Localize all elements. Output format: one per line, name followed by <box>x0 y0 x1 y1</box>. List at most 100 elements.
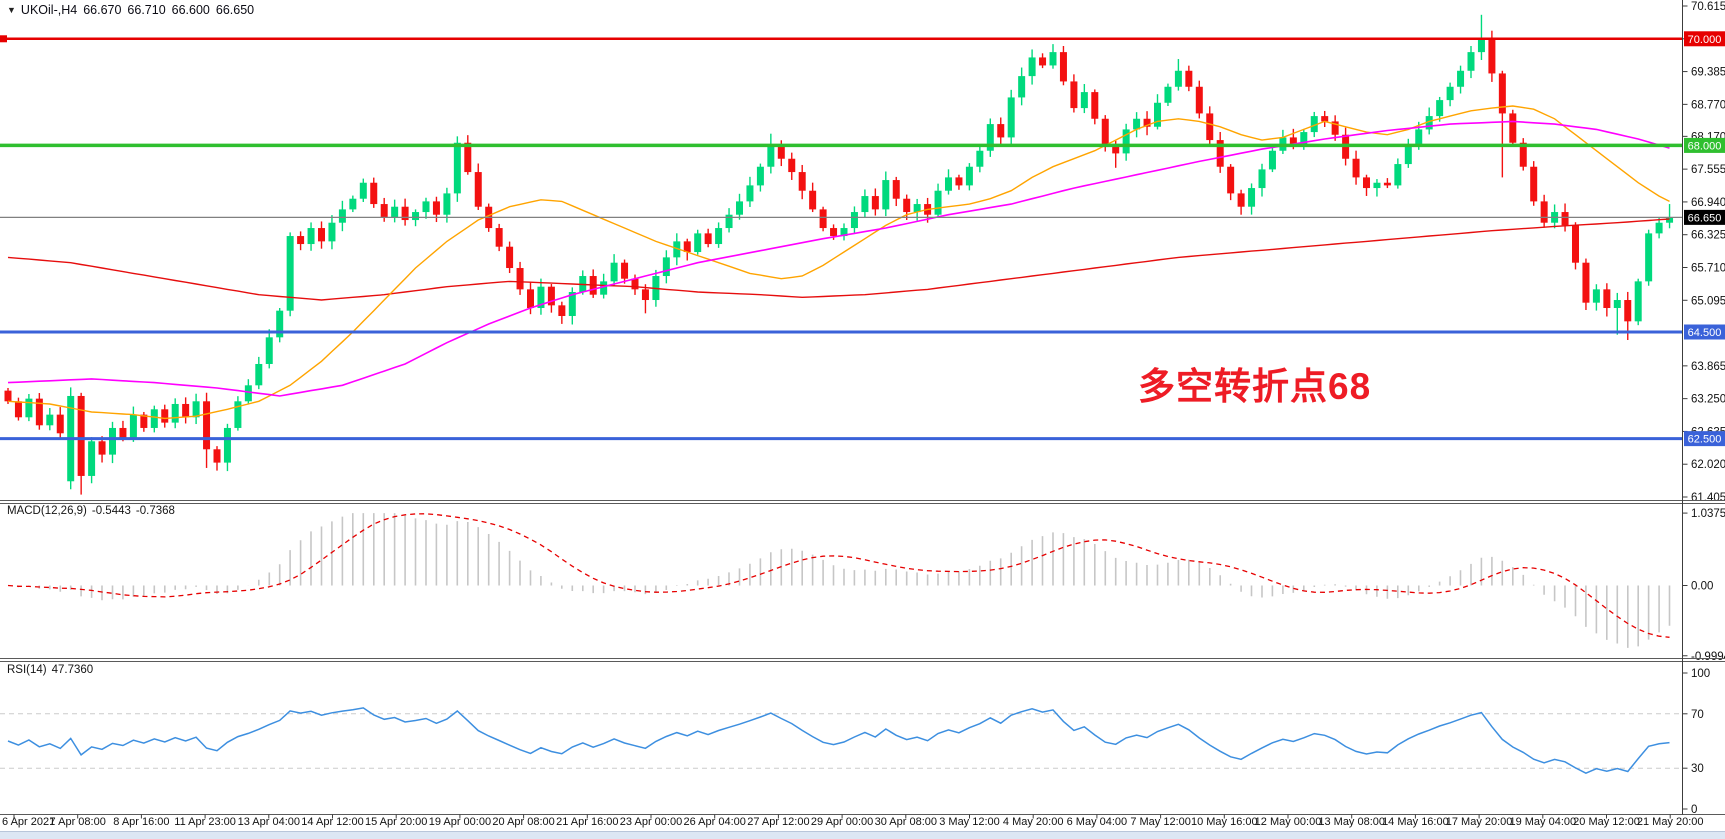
candle-body <box>1561 212 1569 226</box>
time-axis-label: 4 May 20:00 <box>1002 816 1064 828</box>
candle-body <box>297 236 305 245</box>
candle-body <box>1143 118 1151 127</box>
candle-body <box>1028 57 1036 77</box>
candle-body <box>861 196 869 213</box>
candle-body <box>1655 222 1663 234</box>
axis-tick-label: -0.9994 <box>1691 651 1725 663</box>
candle-body <box>1436 100 1444 117</box>
quote-open: 66.670 <box>83 3 122 17</box>
candle-body <box>286 236 294 311</box>
candle-body <box>736 201 743 215</box>
candle-body <box>516 268 524 290</box>
candle-body <box>1101 118 1109 146</box>
candle-body <box>1666 217 1674 223</box>
candle-body <box>1154 102 1161 127</box>
candle-body <box>1415 129 1423 146</box>
axis-tick-label: 63.250 <box>1691 394 1725 406</box>
candle-body <box>1018 76 1026 98</box>
candle-body <box>600 281 608 295</box>
time-axis[interactable]: 6 Apr 2021 7 Apr 08:00 8 Apr 16:00 11 Apr 2… <box>0 816 1725 831</box>
candle-body <box>119 427 127 439</box>
candle-body <box>307 228 315 245</box>
time-axis-label: 29 Apr 00:00 <box>810 816 874 828</box>
candle-body <box>1582 262 1590 303</box>
candle-body <box>1133 118 1141 130</box>
candle-body <box>1572 225 1579 263</box>
macd-signal-line <box>7 513 1670 638</box>
axis-tick-label: 66.940 <box>1691 197 1725 209</box>
axis-tick-label: 69.385 <box>1691 67 1725 79</box>
time-axis-label: 23 Apr 00:00 <box>619 816 683 828</box>
symbol-quote-header: ▼ UKOil-,H4 66.670 66.710 66.600 66.650 <box>7 3 260 17</box>
candle-body <box>1091 92 1099 119</box>
candle-body <box>547 286 555 306</box>
axis-tick-label: 66.325 <box>1691 230 1725 242</box>
candle-body <box>568 292 576 317</box>
time-axis-label: 10 May 16:00 <box>1190 816 1258 828</box>
candle-body <box>1446 86 1454 101</box>
axis-tick-label: 70.615 <box>1691 1 1725 13</box>
candle-body <box>1509 113 1517 143</box>
candle-body <box>359 182 367 199</box>
candle-body <box>453 142 461 194</box>
candle-body <box>715 228 723 245</box>
macd-histogram <box>17 513 1671 648</box>
main-chart-panel[interactable] <box>0 14 1682 495</box>
ma-magenta-line <box>7 120 1670 397</box>
candle-body <box>819 209 827 229</box>
macd-panel[interactable] <box>7 513 1671 648</box>
candle-body <box>1227 166 1235 194</box>
candle-body <box>1216 140 1224 167</box>
price-badge <box>1684 209 1725 225</box>
candle-body <box>1300 132 1308 146</box>
candle-body <box>192 401 200 418</box>
price-badge-label: 70.000 <box>1688 34 1722 46</box>
candle-body <box>150 409 158 428</box>
candle-body <box>610 262 618 282</box>
quote-high: 66.710 <box>127 3 166 17</box>
candle-body <box>1363 177 1370 189</box>
price-axis[interactable]: 70.61570.00069.38568.77068.17067.55566.9… <box>1682 1 1725 816</box>
axis-tick-label: 62.020 <box>1691 459 1725 471</box>
rsi-name: RSI(14) <box>7 664 47 676</box>
candle-body <box>965 166 973 186</box>
candle-body <box>641 289 649 301</box>
candle-body <box>621 262 629 279</box>
candle-body <box>1310 116 1318 133</box>
candle-body <box>1467 52 1475 71</box>
time-axis-label: 30 Apr 08:00 <box>874 816 937 828</box>
time-axis-label: 15 Apr 20:00 <box>364 816 428 828</box>
candle-body <box>986 124 994 151</box>
chart-annotation-text[interactable]: 多空转折点68 <box>1138 366 1372 407</box>
candle-body <box>464 142 472 173</box>
candle-body <box>495 228 503 247</box>
candle-body <box>1206 113 1214 141</box>
rsi-panel[interactable] <box>0 707 1682 775</box>
axis-tick-label: 65.095 <box>1691 295 1725 307</box>
candle-body <box>328 222 336 242</box>
candle-body <box>203 401 211 450</box>
candle-body <box>223 427 231 463</box>
candle-body <box>1519 142 1527 167</box>
line-anchor-icon <box>0 35 7 43</box>
candle-body <box>913 204 921 213</box>
time-axis-label: 17 May 20:00 <box>1445 816 1513 828</box>
candle-body <box>46 414 54 426</box>
price-badge-label: 68.000 <box>1688 140 1722 152</box>
candle-body <box>1592 289 1600 303</box>
axis-tick-label: 0.00 <box>1691 581 1713 593</box>
candle-body <box>213 449 221 463</box>
rsi-value: 47.7360 <box>51 664 94 676</box>
candle-body <box>35 398 43 426</box>
quote-close: 66.650 <box>215 3 255 17</box>
candle-body <box>1059 52 1067 82</box>
time-axis-label: 20 Apr 08:00 <box>492 816 555 828</box>
candle-body <box>1122 129 1130 154</box>
price-badge-label: 64.500 <box>1688 327 1722 339</box>
price-badge <box>1684 324 1725 340</box>
candle-body <box>704 233 712 245</box>
price-badge-label: 66.650 <box>1688 212 1722 224</box>
axis-tick-label: 65.710 <box>1691 262 1725 274</box>
candle-body <box>746 185 754 202</box>
